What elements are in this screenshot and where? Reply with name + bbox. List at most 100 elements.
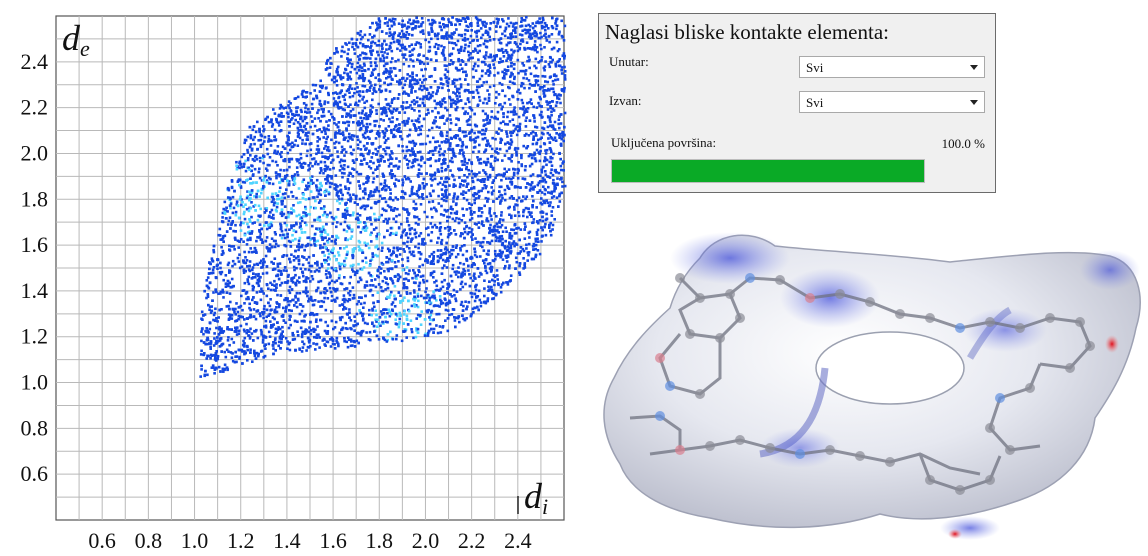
fingerprint-point bbox=[528, 230, 532, 234]
fingerprint-point bbox=[295, 266, 298, 270]
fingerprint-point bbox=[302, 342, 306, 346]
fingerprint-point bbox=[360, 112, 364, 115]
fingerprint-point bbox=[487, 197, 490, 201]
fingerprint-point bbox=[251, 268, 254, 272]
fingerprint-point bbox=[456, 134, 460, 137]
fingerprint-point bbox=[425, 296, 428, 300]
fingerprint-point bbox=[311, 237, 314, 240]
fingerprint-point bbox=[486, 262, 490, 266]
fingerprint-point bbox=[327, 110, 331, 113]
fingerprint-point bbox=[212, 366, 215, 369]
fingerprint-point bbox=[368, 330, 372, 334]
fingerprint-point bbox=[550, 168, 553, 171]
fingerprint-point bbox=[371, 180, 375, 184]
fingerprint-point bbox=[379, 107, 383, 110]
fingerprint-point bbox=[490, 147, 494, 151]
fingerprint-point bbox=[310, 102, 314, 106]
fingerprint-point bbox=[409, 58, 412, 61]
fingerprint-point bbox=[527, 79, 531, 82]
fingerprint-point bbox=[282, 254, 286, 257]
fingerprint-point bbox=[420, 60, 424, 64]
fingerprint-point bbox=[340, 145, 344, 149]
fingerprint-point bbox=[282, 269, 286, 272]
fingerprint-point bbox=[441, 301, 445, 305]
fingerprint-point bbox=[409, 180, 412, 183]
fingerprint-point bbox=[492, 84, 496, 87]
fingerprint-point bbox=[415, 317, 418, 320]
fingerprint-point bbox=[416, 20, 420, 23]
fingerprint-point bbox=[522, 249, 526, 253]
fingerprint-point bbox=[309, 154, 313, 157]
fingerprint-point bbox=[385, 32, 388, 35]
fingerprint-point bbox=[440, 300, 443, 303]
fingerprint-point bbox=[467, 50, 470, 54]
fingerprint-point bbox=[500, 211, 503, 214]
fingerprint-point bbox=[508, 80, 512, 83]
fingerprint-point bbox=[383, 208, 386, 212]
fingerprint-point bbox=[265, 236, 269, 239]
fingerprint-point bbox=[527, 59, 531, 63]
fingerprint-point bbox=[374, 90, 378, 94]
fingerprint-point bbox=[389, 46, 392, 49]
fingerprint-point bbox=[505, 149, 509, 153]
fingerprint-point bbox=[463, 36, 467, 40]
fingerprint-point bbox=[397, 130, 400, 133]
fingerprint-point bbox=[452, 47, 455, 50]
fingerprint-point bbox=[500, 214, 503, 217]
fingerprint-point bbox=[505, 170, 508, 173]
fingerprint-point bbox=[511, 25, 515, 28]
fingerprint-point bbox=[495, 174, 499, 177]
fingerprint-point bbox=[399, 35, 403, 39]
fingerprint-point bbox=[468, 273, 471, 276]
fingerprint-point bbox=[343, 71, 346, 75]
fingerprint-point bbox=[509, 274, 513, 277]
fingerprint-point bbox=[363, 33, 367, 37]
fingerprint-point bbox=[275, 283, 278, 286]
fingerprint-point bbox=[433, 32, 437, 36]
fingerprint-point bbox=[309, 92, 312, 95]
fingerprint-point bbox=[445, 195, 449, 199]
fingerprint-point bbox=[326, 324, 330, 328]
fingerprint-point bbox=[559, 122, 563, 125]
fingerprint-point bbox=[221, 367, 225, 371]
fingerprint-point bbox=[404, 177, 408, 181]
fingerprint-point bbox=[349, 103, 352, 106]
fingerprint-point bbox=[287, 180, 291, 183]
fingerprint-point bbox=[510, 160, 513, 163]
fingerprint-point bbox=[534, 240, 538, 243]
fingerprint-point bbox=[459, 85, 463, 89]
fingerprint-point bbox=[411, 147, 414, 150]
fingerprint-point bbox=[435, 324, 438, 327]
fingerprint-point bbox=[415, 41, 419, 44]
fingerprint-point bbox=[316, 218, 319, 221]
fingerprint-point bbox=[457, 217, 461, 221]
fingerprint-point bbox=[563, 111, 567, 115]
fingerprint-point bbox=[443, 64, 447, 67]
fingerprint-point bbox=[279, 168, 282, 172]
fingerprint-point bbox=[444, 101, 447, 104]
fingerprint-point bbox=[218, 325, 221, 329]
fingerprint-point bbox=[395, 214, 398, 218]
fingerprint-point bbox=[304, 127, 308, 131]
fingerprint-point bbox=[562, 39, 566, 42]
fingerprint-point bbox=[276, 150, 279, 153]
fingerprint-point bbox=[470, 24, 473, 28]
fingerprint-point bbox=[516, 226, 519, 230]
fingerprint-point bbox=[352, 148, 355, 152]
fingerprint-point bbox=[439, 302, 443, 306]
fingerprint-point bbox=[332, 92, 335, 95]
fingerprint-point bbox=[368, 89, 371, 92]
fingerprint-point bbox=[472, 65, 476, 68]
fingerprint-point bbox=[386, 52, 389, 56]
fingerprint-point bbox=[481, 33, 485, 37]
fingerprint-point bbox=[226, 263, 230, 267]
fingerprint-point bbox=[419, 164, 423, 168]
fingerprint-point bbox=[435, 312, 438, 316]
fingerprint-point bbox=[262, 128, 266, 131]
fingerprint-point bbox=[381, 289, 385, 293]
fingerprint-point bbox=[397, 22, 401, 25]
fingerprint-point bbox=[277, 326, 280, 329]
fingerprint-point bbox=[549, 60, 552, 64]
fingerprint-point bbox=[327, 252, 331, 256]
fingerprint-point bbox=[448, 184, 451, 187]
